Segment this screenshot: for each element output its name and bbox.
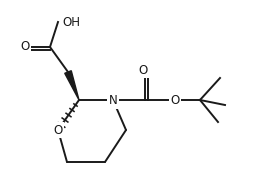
Text: N: N [109, 94, 117, 107]
Text: O: O [170, 94, 180, 107]
Text: O: O [53, 124, 63, 137]
Text: OH: OH [62, 16, 80, 29]
Text: O: O [138, 63, 148, 76]
Text: O: O [20, 41, 30, 54]
Polygon shape [65, 71, 79, 100]
